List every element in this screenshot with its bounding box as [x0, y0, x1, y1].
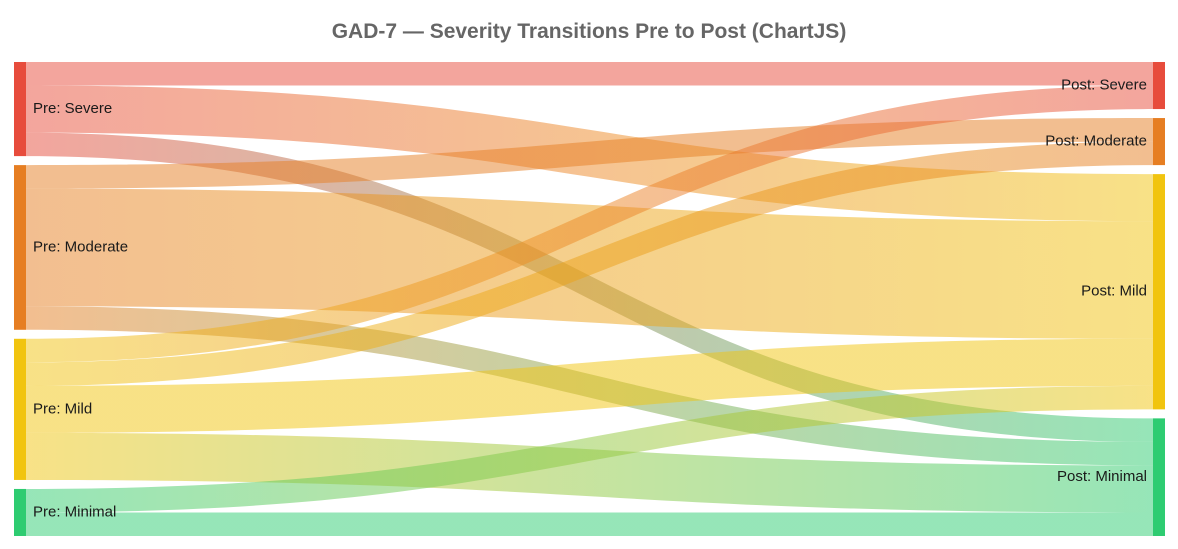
node-label-pre_minimal: Pre: Minimal	[33, 503, 116, 520]
flow-pre_minimal-to-post_mild	[26, 385, 1153, 513]
node-label-post_severe: Post: Severe	[1061, 76, 1147, 93]
node-post_minimal	[1153, 418, 1165, 536]
node-label-pre_moderate: Pre: Moderate	[33, 238, 128, 255]
flow-pre_mild-to-post_minimal	[26, 432, 1153, 513]
node-post_moderate	[1153, 118, 1165, 166]
labels-layer: Pre: Severe Pre: Moderate Pre: Mild Pre: Mi…	[33, 76, 1147, 520]
node-label-post_minimal: Post: Minimal	[1057, 468, 1147, 485]
node-label-pre_mild: Pre: Mild	[33, 400, 92, 417]
node-pre_moderate	[14, 165, 26, 330]
flow-pre_mild-to-post_moderate	[26, 141, 1153, 386]
node-pre_minimal	[14, 488, 26, 536]
node-post_mild	[1153, 174, 1165, 410]
flow-pre_severe-to-post_severe	[26, 62, 1153, 86]
chart-title: GAD-7 — Severity Transitions Pre to Post…	[331, 20, 847, 43]
node-pre_mild	[14, 338, 26, 480]
node-label-post_moderate: Post: Moderate	[1045, 133, 1147, 150]
node-label-post_mild: Post: Mild	[1081, 283, 1147, 300]
nodes-layer	[14, 62, 1165, 536]
node-label-pre_severe: Pre: Severe	[33, 100, 112, 117]
flow-pre_mild-to-post_mild	[26, 338, 1153, 433]
flows-layer	[26, 62, 1153, 536]
node-post_severe	[1153, 62, 1165, 110]
flow-pre_mild-to-post_severe	[26, 85, 1153, 363]
node-pre_severe	[14, 62, 26, 157]
flow-pre_minimal-to-post_minimal	[26, 512, 1153, 536]
